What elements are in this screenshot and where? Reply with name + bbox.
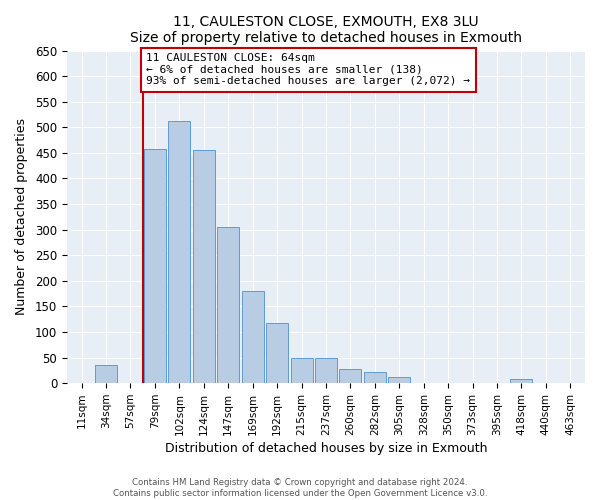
Text: 11 CAULESTON CLOSE: 64sqm
← 6% of detached houses are smaller (138)
93% of semi-: 11 CAULESTON CLOSE: 64sqm ← 6% of detach… [146, 53, 470, 86]
Title: 11, CAULESTON CLOSE, EXMOUTH, EX8 3LU
Size of property relative to detached hous: 11, CAULESTON CLOSE, EXMOUTH, EX8 3LU Si… [130, 15, 522, 45]
Bar [388, 376, 410, 383]
Y-axis label: Number of detached properties: Number of detached properties [15, 118, 28, 316]
Bar [315, 358, 337, 383]
Bar [242, 291, 263, 383]
Bar [364, 372, 386, 383]
Bar [290, 358, 313, 383]
Bar [340, 369, 361, 383]
Text: Contains HM Land Registry data © Crown copyright and database right 2024.
Contai: Contains HM Land Registry data © Crown c… [113, 478, 487, 498]
Bar [511, 379, 532, 383]
Bar [193, 150, 215, 383]
X-axis label: Distribution of detached houses by size in Exmouth: Distribution of detached houses by size … [165, 442, 487, 455]
Bar [95, 366, 117, 383]
Bar [169, 120, 190, 383]
Bar [266, 324, 288, 383]
Bar [217, 227, 239, 383]
Bar [144, 149, 166, 383]
